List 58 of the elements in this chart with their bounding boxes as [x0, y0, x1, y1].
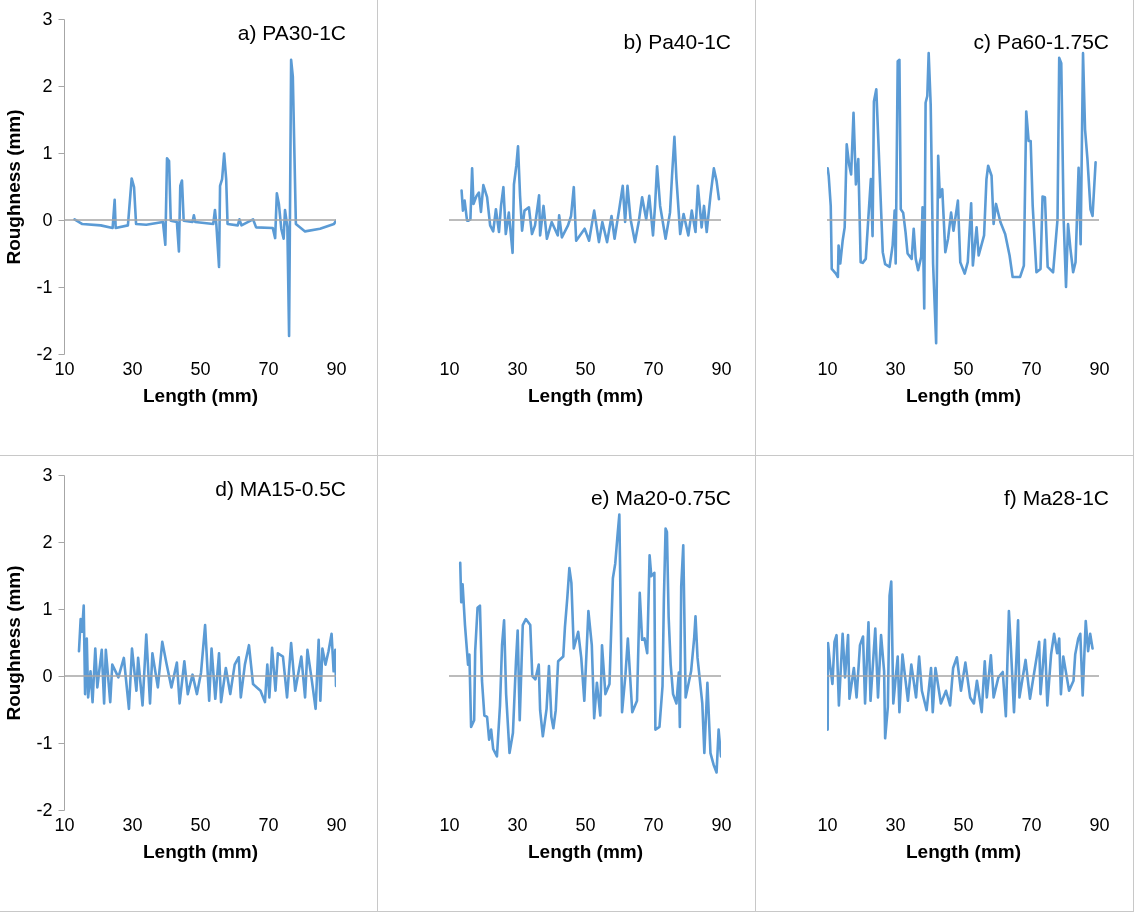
x-tick-label: 50 [953, 814, 974, 835]
x-tick-label: 70 [1021, 358, 1042, 379]
x-tick-label: 10 [54, 358, 75, 379]
y-tick-label: 1 [42, 598, 53, 619]
x-tick-label: 10 [439, 358, 460, 379]
x-tick-label: 30 [885, 814, 906, 835]
x-axis-title: Length (mm) [142, 840, 259, 862]
x-axis-title: Length (mm) [527, 840, 644, 862]
chart-title: a) PA30-1C [237, 21, 347, 44]
x-tick-label: 90 [711, 358, 732, 379]
x-tick-label: 10 [439, 814, 460, 835]
x-tick-label: 70 [258, 358, 279, 379]
text: b) Pa40-1C [623, 30, 732, 53]
x-tick-label: 10 [817, 814, 838, 835]
x-tick-label: 70 [258, 814, 279, 835]
y-tick-label: 2 [42, 531, 53, 552]
x-axis-title: Length (mm) [905, 384, 1022, 406]
x-tick-label: 50 [953, 358, 974, 379]
y-tick-label: 0 [42, 209, 53, 230]
x-tick-label: 10 [54, 814, 75, 835]
x-tick-label: 30 [122, 358, 143, 379]
x-tick-label: 90 [1089, 814, 1110, 835]
y-tick-label: -1 [36, 732, 53, 753]
x-tick-label: 30 [507, 358, 528, 379]
x-axis-title: Length (mm) [527, 384, 644, 406]
x-tick-label: 90 [326, 358, 347, 379]
x-tick-label: 30 [507, 814, 528, 835]
y-tick-label: 2 [42, 75, 53, 96]
x-tick-label: 50 [190, 358, 211, 379]
y-tick-label: 1 [42, 142, 53, 163]
x-tick-label: 70 [643, 358, 664, 379]
y-tick-label: -2 [36, 799, 53, 820]
x-tick-label: 90 [326, 814, 347, 835]
chart-title: d) MA15-0.5C [215, 477, 347, 500]
line-series [77, 604, 336, 711]
x-tick-label: 70 [1021, 814, 1042, 835]
y-axis-title: Roughness (mm) [3, 109, 25, 265]
x-tick-label: 30 [885, 358, 906, 379]
x-tick-label: 90 [1089, 358, 1110, 379]
x-tick-label: 90 [711, 814, 732, 835]
y-axis-title: Roughness (mm) [3, 565, 25, 721]
x-tick-label: 30 [122, 814, 143, 835]
x-tick-label: 50 [575, 814, 596, 835]
text: e) Ma20-0.75C [590, 486, 732, 509]
x-axis-title: Length (mm) [142, 384, 259, 406]
text: f) Ma28-1C [1003, 486, 1110, 509]
x-tick-label: 10 [817, 358, 838, 379]
x-axis-title: Length (mm) [905, 840, 1022, 862]
x-tick-label: 50 [190, 814, 211, 835]
x-tick-label: 70 [643, 814, 664, 835]
y-tick-label: -2 [36, 343, 53, 364]
y-tick-label: 3 [42, 8, 53, 29]
text: c) Pa60-1.75C [973, 30, 1110, 53]
y-tick-label: 3 [42, 464, 53, 485]
y-tick-label: -1 [36, 276, 53, 297]
line-series [73, 58, 336, 338]
x-tick-label: 50 [575, 358, 596, 379]
y-tick-label: 0 [42, 665, 53, 686]
